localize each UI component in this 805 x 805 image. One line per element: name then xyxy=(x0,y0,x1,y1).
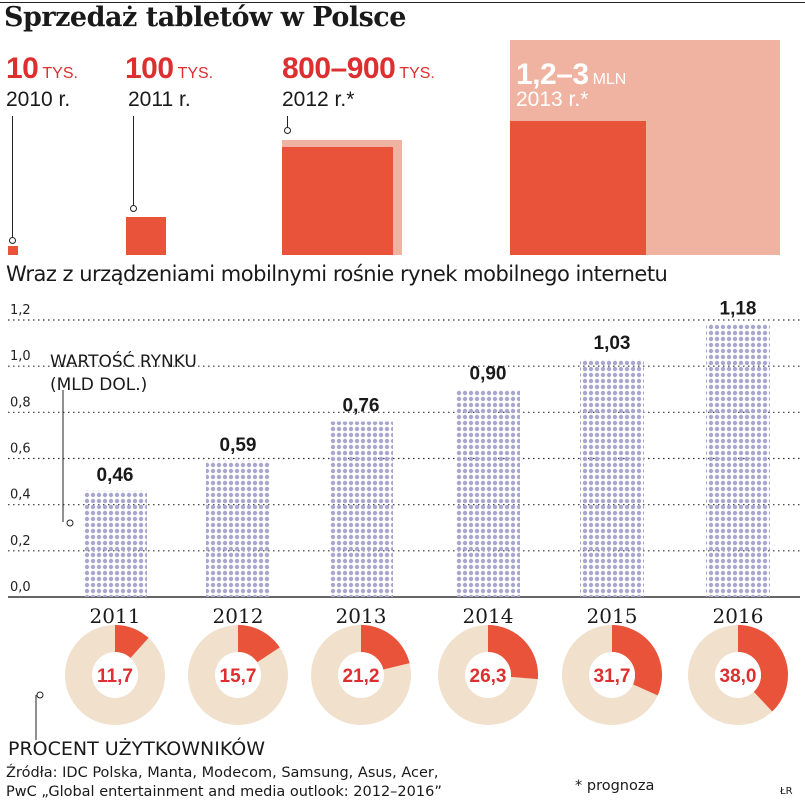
sales-year-2013: 2013 r.* xyxy=(516,88,589,111)
sales-square-2012 xyxy=(282,147,393,255)
sales-value-2013: 1,2–3 MLN xyxy=(516,58,627,91)
x-tick-label: 2013 xyxy=(336,604,387,628)
leader-line-2010 xyxy=(12,116,13,238)
donut-slice-2015 xyxy=(612,625,662,696)
sales-square-2011 xyxy=(126,217,166,255)
leader-line-2011 xyxy=(133,116,134,206)
sales-year-2010: 2010 r. xyxy=(6,88,71,111)
bar-2011 xyxy=(83,490,147,597)
sales-value-2010: 10 TYS. xyxy=(6,52,78,85)
market-subtitle: Wraz z urządzeniami mobilnymi rośnie ryn… xyxy=(6,262,668,286)
sales-value-2012: 800–900 TYS. xyxy=(282,52,435,85)
x-tick-label: 2012 xyxy=(213,604,264,628)
donut-hole xyxy=(338,652,384,698)
top-rule xyxy=(0,2,805,3)
sales-square-2013 xyxy=(510,121,646,255)
bar-2013 xyxy=(329,421,393,597)
y-tick-label: 0,8 xyxy=(10,395,31,410)
donut-hole xyxy=(589,652,635,698)
bar-value-label: 0,46 xyxy=(97,465,134,486)
leader-dot-2011 xyxy=(130,205,137,212)
bar-2012 xyxy=(206,460,270,597)
bar-value-label: 0,90 xyxy=(470,363,507,384)
author-credit: ŁR xyxy=(780,786,793,797)
donut-hole xyxy=(715,652,761,698)
sources-line-2: PwC „Global entertainment and media outl… xyxy=(6,784,442,800)
y-tick-label: 1,0 xyxy=(10,349,31,364)
sources-line-1: Źródła: IDC Polska, Manta, Modecom, Sams… xyxy=(6,765,439,781)
donut-slice-2012 xyxy=(238,625,280,663)
donut-slice-2016 xyxy=(738,625,788,712)
x-tick-label: 2016 xyxy=(713,604,764,628)
y-tick-label: 0,4 xyxy=(10,488,31,503)
donut-value-label: 11,7 xyxy=(97,666,133,687)
y-tick-label: 0,2 xyxy=(10,534,31,549)
y-tick-label: 0,0 xyxy=(10,580,31,595)
donut-slice-2011 xyxy=(115,625,149,658)
users-leader-dot xyxy=(36,691,44,699)
bar-value-label: 0,76 xyxy=(343,396,380,417)
bar-2015 xyxy=(580,359,644,597)
sales-square-2010 xyxy=(8,246,18,255)
y-tick-label: 0,6 xyxy=(10,442,31,457)
bar-2016 xyxy=(706,324,770,597)
market-leader-dot xyxy=(66,519,74,527)
x-tick-label: 2014 xyxy=(463,604,514,628)
x-tick-label: 2011 xyxy=(90,604,141,628)
donut-value-label: 38,0 xyxy=(720,666,757,687)
donut-slice-2013 xyxy=(361,625,410,670)
leader-dot-2012 xyxy=(284,127,291,134)
donut-hole xyxy=(92,652,138,698)
donut-hole xyxy=(465,652,511,698)
users-label: PROCENT UŻYTKOWNIKÓW xyxy=(8,738,266,760)
donut-hole xyxy=(215,652,261,698)
donut-value-label: 15,7 xyxy=(220,666,257,687)
page-title: Sprzedaż tabletów w Polsce xyxy=(4,2,406,33)
market-value-label: WARTOŚĆ RYNKU xyxy=(50,352,197,372)
sales-value-2011: 100 TYS. xyxy=(125,52,214,85)
bar-value-label: 1,03 xyxy=(594,333,631,354)
x-tick-label: 2015 xyxy=(587,604,638,628)
bar-value-label: 0,59 xyxy=(220,435,257,456)
donut-value-label: 26,3 xyxy=(470,666,507,687)
donut-slice-2014 xyxy=(488,625,538,680)
leader-dot-2010 xyxy=(9,237,16,244)
bar-value-label: 1,18 xyxy=(720,299,757,320)
donut-value-label: 21,2 xyxy=(343,666,380,687)
market-value-unit: (MLD DOL.) xyxy=(50,375,148,395)
leader-line-2012 xyxy=(287,116,288,128)
y-tick-label: 1,2 xyxy=(10,303,31,318)
donut-value-label: 31,7 xyxy=(594,666,631,687)
forecast-note: * prognoza xyxy=(575,778,655,794)
sales-year-2011: 2011 r. xyxy=(128,88,191,111)
bar-2014 xyxy=(456,389,520,597)
sales-year-2012: 2012 r.* xyxy=(282,88,355,111)
